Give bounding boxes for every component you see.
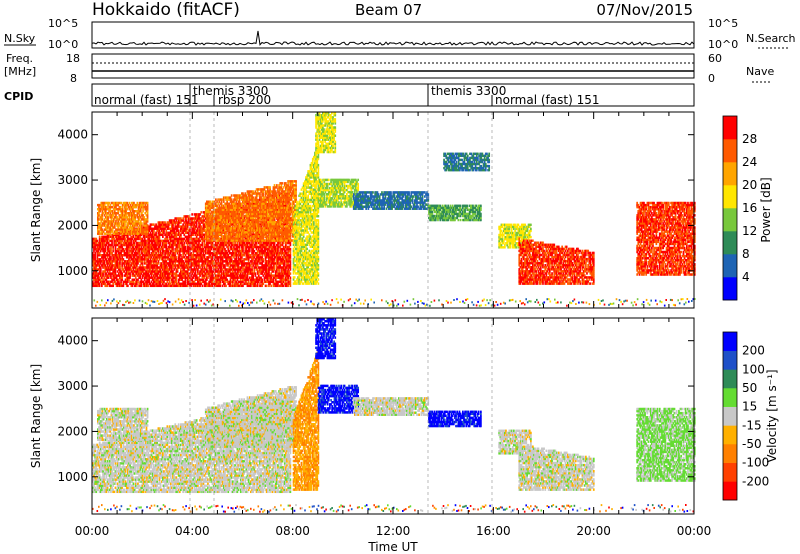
radar-summary-plot: Hokkaido (fitACF) Beam 07 07/Nov/2015 N.… (0, 0, 800, 554)
nsky-left-tick-bottom: 10^0 (48, 38, 78, 51)
freq-panel: Freq. [MHz] 18 8 60 0 Nave (4, 52, 774, 85)
freq-label: Freq. (6, 52, 33, 65)
heatmap-cell (110, 256, 112, 258)
heatmap-cell (94, 252, 96, 254)
freq-unit-label: [MHz] (4, 65, 36, 78)
heatmap-cell (142, 262, 144, 264)
heatmap-cell (119, 266, 121, 268)
cpid-label: CPID (4, 90, 33, 103)
heatmap-cell (100, 266, 102, 268)
heatmap-cell (127, 285, 129, 287)
heatmap-cell (129, 272, 131, 274)
heatmap-cell (99, 236, 101, 238)
nsky-label: N.Sky (4, 32, 36, 45)
freq-right-tick-top: 60 (708, 52, 722, 65)
heatmap-cell (102, 272, 104, 274)
heatmap-cell (111, 242, 113, 244)
heatmap-cell (134, 242, 136, 244)
station-title: Hokkaido (fitACF) (92, 0, 240, 20)
heatmap-cell (94, 256, 96, 258)
heatmap-cell (97, 240, 99, 242)
nsky-trace (92, 31, 694, 45)
cpid-segment-normal-1: normal (fast) 151 (94, 93, 198, 107)
nsky-left-tick-top: 10^5 (48, 17, 78, 30)
heatmap-cell (142, 277, 144, 279)
heatmap-cell (108, 277, 110, 279)
nsky-right-tick-top: 10^5 (708, 17, 738, 30)
heatmap-cell (127, 281, 129, 283)
heatmap-cell (110, 248, 112, 250)
nsky-panel: N.Sky 10^5 10^0 10^5 10^0 N.Search (4, 17, 796, 51)
heatmap-cell (121, 272, 123, 274)
beam-label: Beam 07 (355, 1, 422, 19)
nave-label: Nave (746, 65, 774, 78)
cpid-panel: CPID normal (fast) 151 themis 3300 rbsp … (4, 84, 694, 107)
heatmap-cell (119, 262, 121, 264)
heatmap-cell (129, 277, 131, 279)
heatmap-cell (137, 262, 139, 264)
cpid-segment-rbsp: rbsp 200 (218, 93, 271, 107)
freq-left-tick-top: 18 (66, 52, 80, 65)
heatmap-cell (104, 248, 106, 250)
cpid-segment-normal-2: normal (fast) 151 (495, 93, 599, 107)
date-label: 07/Nov/2015 (596, 1, 693, 19)
power-heatmap (92, 112, 696, 307)
freq-right-tick-bottom: 0 (708, 72, 715, 85)
nsearch-label: N.Search (746, 32, 796, 45)
freq-left-tick-bottom: 8 (70, 72, 77, 85)
heatmap-cell (121, 277, 123, 279)
nsky-right-tick-bottom: 10^0 (708, 38, 738, 51)
heatmap-cell (112, 248, 114, 250)
freq-frame (92, 54, 694, 78)
heatmap-cell (120, 281, 122, 283)
